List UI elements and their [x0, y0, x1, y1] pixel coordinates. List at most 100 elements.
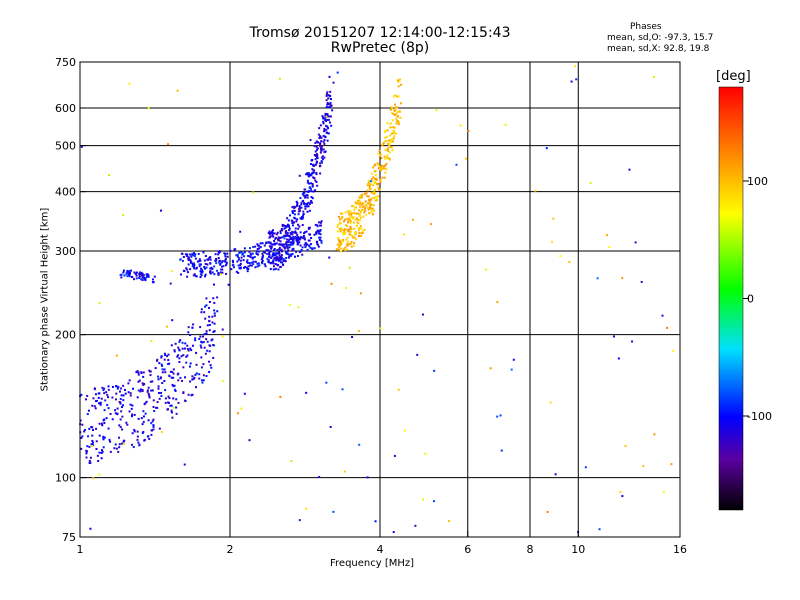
- data-point: [101, 424, 104, 427]
- data-point: [282, 260, 285, 263]
- data-point: [263, 244, 266, 247]
- data-point: [269, 250, 272, 253]
- data-point: [213, 283, 216, 286]
- data-point: [150, 340, 153, 343]
- data-point: [315, 240, 318, 243]
- data-point: [174, 342, 177, 345]
- data-point: [199, 273, 202, 276]
- data-point: [136, 435, 139, 438]
- data-point: [291, 248, 294, 251]
- data-point: [317, 221, 320, 224]
- data-point: [91, 426, 94, 429]
- data-point: [570, 80, 573, 83]
- data-point: [347, 211, 350, 214]
- data-point: [172, 406, 175, 409]
- data-point: [319, 236, 322, 239]
- data-point: [327, 106, 330, 109]
- data-point: [296, 233, 299, 236]
- data-point: [141, 279, 144, 282]
- data-point: [187, 349, 190, 352]
- data-point: [308, 186, 311, 189]
- data-point: [411, 218, 414, 221]
- data-point: [102, 438, 105, 441]
- data-point: [352, 221, 355, 224]
- colorbar-unit-label: [deg]: [716, 69, 751, 84]
- data-point: [383, 176, 386, 179]
- data-point: [378, 149, 381, 152]
- data-point: [164, 371, 167, 374]
- data-point: [321, 158, 324, 161]
- data-point: [200, 346, 203, 349]
- data-point: [86, 394, 89, 397]
- data-point: [186, 268, 189, 271]
- data-point: [205, 338, 208, 341]
- data-point: [164, 397, 167, 400]
- data-point: [261, 256, 264, 259]
- data-point: [183, 376, 186, 379]
- data-point: [307, 205, 310, 208]
- data-point: [365, 213, 368, 216]
- data-point: [204, 262, 207, 265]
- data-point: [372, 166, 375, 169]
- data-point: [389, 134, 392, 137]
- data-point: [152, 425, 155, 428]
- data-point: [240, 256, 243, 259]
- data-point: [346, 244, 349, 247]
- data-point: [328, 75, 331, 78]
- data-point: [163, 352, 166, 355]
- data-point: [315, 232, 318, 235]
- data-point: [212, 356, 215, 359]
- data-point: [314, 189, 317, 192]
- data-point: [467, 130, 470, 133]
- data-point: [374, 170, 377, 173]
- data-point: [255, 252, 258, 255]
- data-point: [286, 250, 289, 253]
- data-point: [187, 326, 190, 329]
- data-point: [195, 275, 198, 278]
- data-point: [125, 272, 128, 275]
- data-point: [310, 236, 313, 239]
- data-point: [122, 442, 125, 445]
- data-point: [322, 120, 325, 123]
- data-point: [287, 243, 290, 246]
- data-point: [248, 439, 251, 442]
- data-point: [235, 254, 238, 257]
- data-point: [152, 406, 155, 409]
- data-point: [499, 414, 502, 417]
- data-point: [175, 406, 178, 409]
- data-point: [266, 252, 269, 255]
- data-point: [168, 397, 171, 400]
- data-point: [107, 427, 110, 430]
- data-point: [298, 205, 301, 208]
- data-point: [370, 210, 373, 213]
- data-point: [291, 210, 294, 213]
- data-point: [229, 249, 232, 252]
- data-point: [429, 223, 432, 226]
- data-point: [329, 90, 332, 93]
- data-point: [216, 269, 219, 272]
- data-point: [287, 249, 290, 252]
- data-point: [298, 174, 301, 177]
- data-point: [281, 223, 284, 226]
- data-point: [107, 407, 110, 410]
- data-point: [337, 239, 340, 242]
- data-point: [211, 267, 214, 270]
- data-point: [330, 104, 333, 107]
- data-point: [248, 262, 251, 265]
- data-point: [338, 227, 341, 230]
- data-point: [192, 377, 195, 380]
- data-point: [205, 304, 208, 307]
- data-point: [109, 412, 112, 415]
- data-point: [157, 385, 160, 388]
- data-point: [302, 212, 305, 215]
- data-point: [296, 243, 299, 246]
- data-point: [268, 233, 271, 236]
- data-point: [160, 363, 163, 366]
- data-point: [144, 279, 147, 282]
- data-point: [285, 225, 288, 228]
- data-point: [389, 138, 392, 141]
- data-point: [666, 326, 669, 329]
- data-point: [320, 161, 323, 164]
- data-point: [327, 132, 330, 135]
- data-point: [324, 136, 327, 139]
